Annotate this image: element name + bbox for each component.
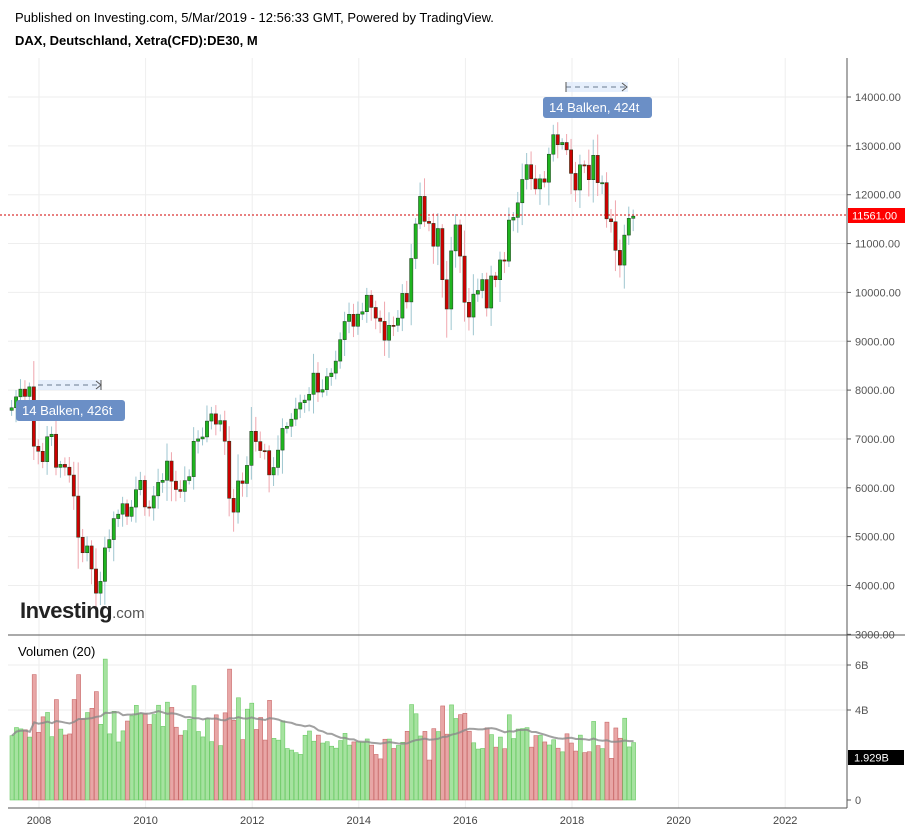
svg-text:2010: 2010 bbox=[133, 815, 157, 827]
price-axis[interactable]: 14000.00 13000.00 12000.00 11000.00 10000.00… bbox=[847, 92, 901, 641]
svg-text:7000.00: 7000.00 bbox=[855, 434, 895, 446]
svg-text:10000.00: 10000.00 bbox=[855, 287, 901, 299]
svg-text:8000.00: 8000.00 bbox=[855, 385, 895, 397]
volume-moving-average-line bbox=[11, 710, 634, 745]
price-candles bbox=[9, 122, 636, 615]
svg-text:2022: 2022 bbox=[773, 815, 797, 827]
measure-tool-2008[interactable]: 14 Balken, 426t bbox=[16, 380, 125, 421]
volume-indicator-label: Volumen (20) bbox=[18, 644, 96, 659]
svg-text:13000.00: 13000.00 bbox=[855, 141, 901, 153]
svg-text:2016: 2016 bbox=[453, 815, 477, 827]
last-volume-badge: 1.929B bbox=[848, 750, 904, 765]
svg-text:2018: 2018 bbox=[560, 815, 584, 827]
grid-lines bbox=[8, 58, 847, 808]
chart-title: DAX, Deutschland, Xetra(CFD):DE30, M bbox=[15, 33, 258, 48]
investing-logo: Investing.com bbox=[20, 598, 145, 623]
svg-text:3000.00: 3000.00 bbox=[855, 629, 895, 641]
svg-text:4000.00: 4000.00 bbox=[855, 581, 895, 593]
svg-text:5000.00: 5000.00 bbox=[855, 532, 895, 544]
measure-label-1: 14 Balken, 426t bbox=[22, 403, 113, 418]
time-axis[interactable]: 2008 2010 2012 2014 2016 2018 2020 2022 bbox=[27, 815, 798, 827]
svg-text:6000.00: 6000.00 bbox=[855, 483, 895, 495]
svg-text:1.929B: 1.929B bbox=[854, 753, 889, 765]
measure-tool-2018[interactable]: 14 Balken, 424t bbox=[543, 82, 652, 118]
volume-axis[interactable]: 6B 4B 0 bbox=[847, 660, 868, 807]
svg-text:2020: 2020 bbox=[666, 815, 690, 827]
last-price-badge: 11561.00 bbox=[848, 208, 905, 223]
svg-text:2014: 2014 bbox=[347, 815, 371, 827]
svg-text:2012: 2012 bbox=[240, 815, 264, 827]
svg-text:0: 0 bbox=[855, 795, 861, 807]
svg-text:14000.00: 14000.00 bbox=[855, 92, 901, 104]
published-caption: Published on Investing.com, 5/Mar/2019 -… bbox=[15, 10, 494, 25]
svg-text:6B: 6B bbox=[855, 660, 868, 672]
svg-text:4B: 4B bbox=[855, 705, 868, 717]
measure-label-2: 14 Balken, 424t bbox=[549, 100, 640, 115]
svg-text:12000.00: 12000.00 bbox=[855, 190, 901, 202]
volume-bars bbox=[9, 658, 636, 801]
svg-text:11561.00: 11561.00 bbox=[852, 211, 897, 223]
svg-text:11000.00: 11000.00 bbox=[855, 239, 900, 251]
svg-text:2008: 2008 bbox=[27, 815, 51, 827]
svg-text:9000.00: 9000.00 bbox=[855, 336, 895, 348]
